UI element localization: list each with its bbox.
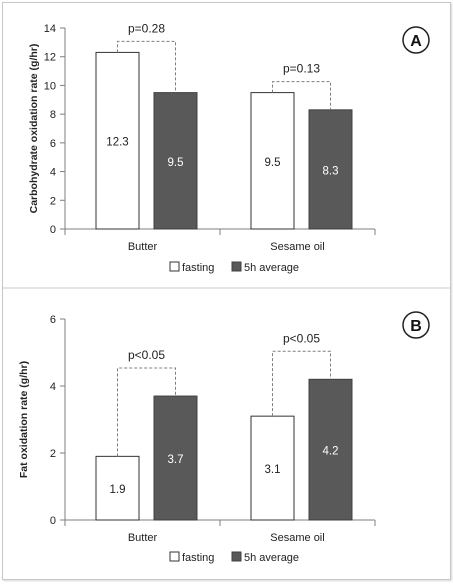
panel-badge-label: B — [410, 318, 422, 335]
bar-fasting — [250, 415, 295, 521]
y-axis-title: Carbohydrate oxidation rate (g/hr) — [28, 44, 40, 214]
bar-data-label: 3.7 — [168, 454, 184, 466]
legend-label-5h-average: 5h average — [244, 552, 299, 564]
bar-data-label: 8.3 — [323, 165, 339, 177]
bar-data-label: 3.1 — [265, 464, 281, 476]
y-tick-label: 2 — [50, 195, 56, 207]
p-value-label: p<0.05 — [128, 348, 165, 362]
bar-data-label: 9.5 — [168, 157, 184, 169]
significance-bracket — [117, 367, 176, 457]
x-category-label: Sesame oil — [270, 532, 324, 544]
y-tick-label: 12 — [44, 52, 56, 64]
panel-badge — [402, 26, 430, 54]
y-tick-label: 6 — [50, 314, 56, 326]
legend-swatch-fasting — [169, 551, 180, 562]
legend-swatch-5h-average — [231, 551, 242, 562]
y-tick-label: 4 — [50, 381, 56, 393]
legend-swatch-5h-average — [231, 261, 242, 272]
panel-badge — [402, 311, 430, 339]
bar-fasting — [95, 51, 140, 230]
bar-data-label: 9.5 — [265, 157, 281, 169]
y-tick-label: 4 — [50, 167, 56, 179]
p-value-label: p<0.05 — [283, 331, 320, 345]
y-tick-label: 14 — [44, 23, 56, 35]
bar-data-label: 4.2 — [323, 446, 339, 458]
legend-label-fasting: fasting — [182, 552, 214, 564]
y-tick-label: 6 — [50, 138, 56, 150]
legend-label-5h-average: 5h average — [244, 262, 299, 274]
p-value-label: p=0.28 — [128, 21, 165, 35]
panel-badge-label: A — [410, 33, 422, 50]
bar-fasting — [95, 455, 140, 521]
x-category-label: Butter — [128, 241, 158, 253]
y-tick-label: 8 — [50, 109, 56, 121]
bar-5h-average — [308, 378, 353, 521]
bar-5h-average — [153, 92, 198, 230]
x-category-label: Sesame oil — [270, 241, 324, 253]
figure-canvas: 0 2 4 6 8 10 12 14 Carbohydrate oxidation rate (… — [3, 21, 450, 564]
y-axis-title: Fat oxidation rate (g/hr) — [18, 361, 30, 478]
bar-5h-average — [153, 395, 198, 521]
significance-bracket — [272, 81, 331, 110]
bar-data-label: 12.3 — [106, 137, 128, 149]
significance-bracket — [117, 40, 176, 93]
x-category-label: Butter — [128, 532, 158, 544]
p-value-label: p=0.13 — [283, 62, 320, 76]
y-tick-label: 10 — [44, 80, 56, 92]
y-tick-label: 0 — [50, 515, 56, 527]
bar-data-label: 1.9 — [110, 484, 126, 496]
y-tick-label: 0 — [50, 224, 56, 236]
significance-bracket — [272, 350, 331, 417]
legend-label-fasting: fasting — [182, 262, 214, 274]
legend-swatch-fasting — [169, 261, 180, 272]
y-tick-label: 2 — [50, 448, 56, 460]
